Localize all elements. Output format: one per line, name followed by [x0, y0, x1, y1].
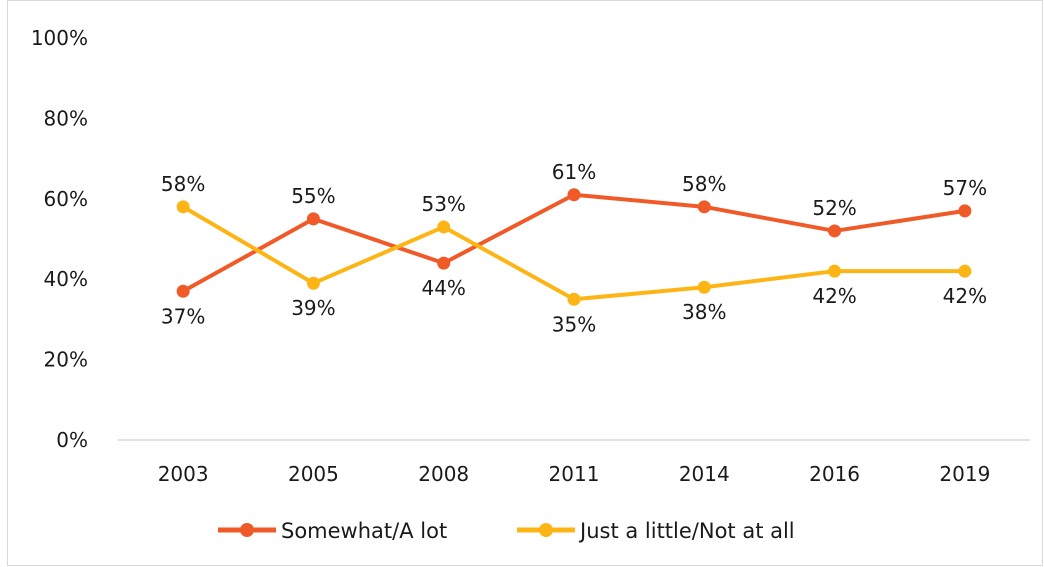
- data-labels: 37% 55% 44% 61% 58% 52% 57% 58% 39% 53% 35% 38% 42% 4…: [161, 160, 987, 337]
- legend-marker-somewhat: [240, 523, 254, 537]
- y-tick-label: 40%: [44, 267, 88, 291]
- y-tick-label: 80%: [44, 106, 88, 130]
- data-label: 37%: [161, 304, 205, 328]
- data-label: 55%: [291, 184, 335, 208]
- data-point: [437, 256, 451, 270]
- data-label: 53%: [421, 192, 465, 216]
- legend-marker-just-a-little: [539, 523, 553, 537]
- chart-frame: [7, 0, 1043, 566]
- data-point: [828, 264, 842, 278]
- y-tick-label: 0%: [56, 428, 88, 452]
- x-tick-label: 2016: [809, 462, 860, 486]
- data-point: [567, 188, 581, 202]
- x-tick-label: 2008: [418, 462, 469, 486]
- data-point: [176, 284, 190, 298]
- y-tick-label: 60%: [44, 187, 88, 211]
- legend-item-just-a-little: Just a little/Not at all: [517, 519, 795, 543]
- data-label: 38%: [682, 300, 726, 324]
- legend-label-somewhat: Somewhat/A lot: [281, 519, 447, 543]
- data-label: 61%: [552, 160, 596, 184]
- x-tick-label: 2014: [679, 462, 730, 486]
- series-points: [176, 188, 972, 306]
- legend-label-just-a-little: Just a little/Not at all: [578, 519, 795, 543]
- x-tick-label: 2005: [288, 462, 339, 486]
- data-point: [958, 264, 972, 278]
- data-point: [697, 200, 711, 214]
- data-label: 42%: [943, 284, 987, 308]
- data-point: [306, 212, 320, 226]
- data-point: [828, 224, 842, 238]
- data-point: [958, 204, 972, 218]
- legend: Somewhat/A lot Just a little/Not at all: [218, 519, 795, 543]
- data-label: 42%: [812, 284, 856, 308]
- data-point: [437, 220, 451, 234]
- data-label: 44%: [421, 276, 465, 300]
- legend-item-somewhat: Somewhat/A lot: [218, 519, 447, 543]
- data-point: [306, 276, 320, 290]
- data-label: 57%: [943, 176, 987, 200]
- x-tick-label: 2011: [549, 462, 600, 486]
- data-label: 52%: [812, 196, 856, 220]
- data-point: [176, 200, 190, 214]
- y-tick-label: 20%: [44, 348, 88, 372]
- data-label: 39%: [291, 296, 335, 320]
- x-axis-ticks: 2003 2005 2008 2011 2014 2016 2019: [158, 462, 991, 486]
- x-tick-label: 2019: [939, 462, 990, 486]
- data-point: [697, 280, 711, 294]
- x-tick-label: 2003: [158, 462, 209, 486]
- y-axis-ticks: 0% 20% 40% 60% 80% 100%: [31, 26, 88, 452]
- data-label: 58%: [682, 172, 726, 196]
- data-point: [567, 292, 581, 306]
- data-label: 58%: [161, 172, 205, 196]
- y-tick-label: 100%: [31, 26, 88, 50]
- data-label: 35%: [552, 312, 596, 336]
